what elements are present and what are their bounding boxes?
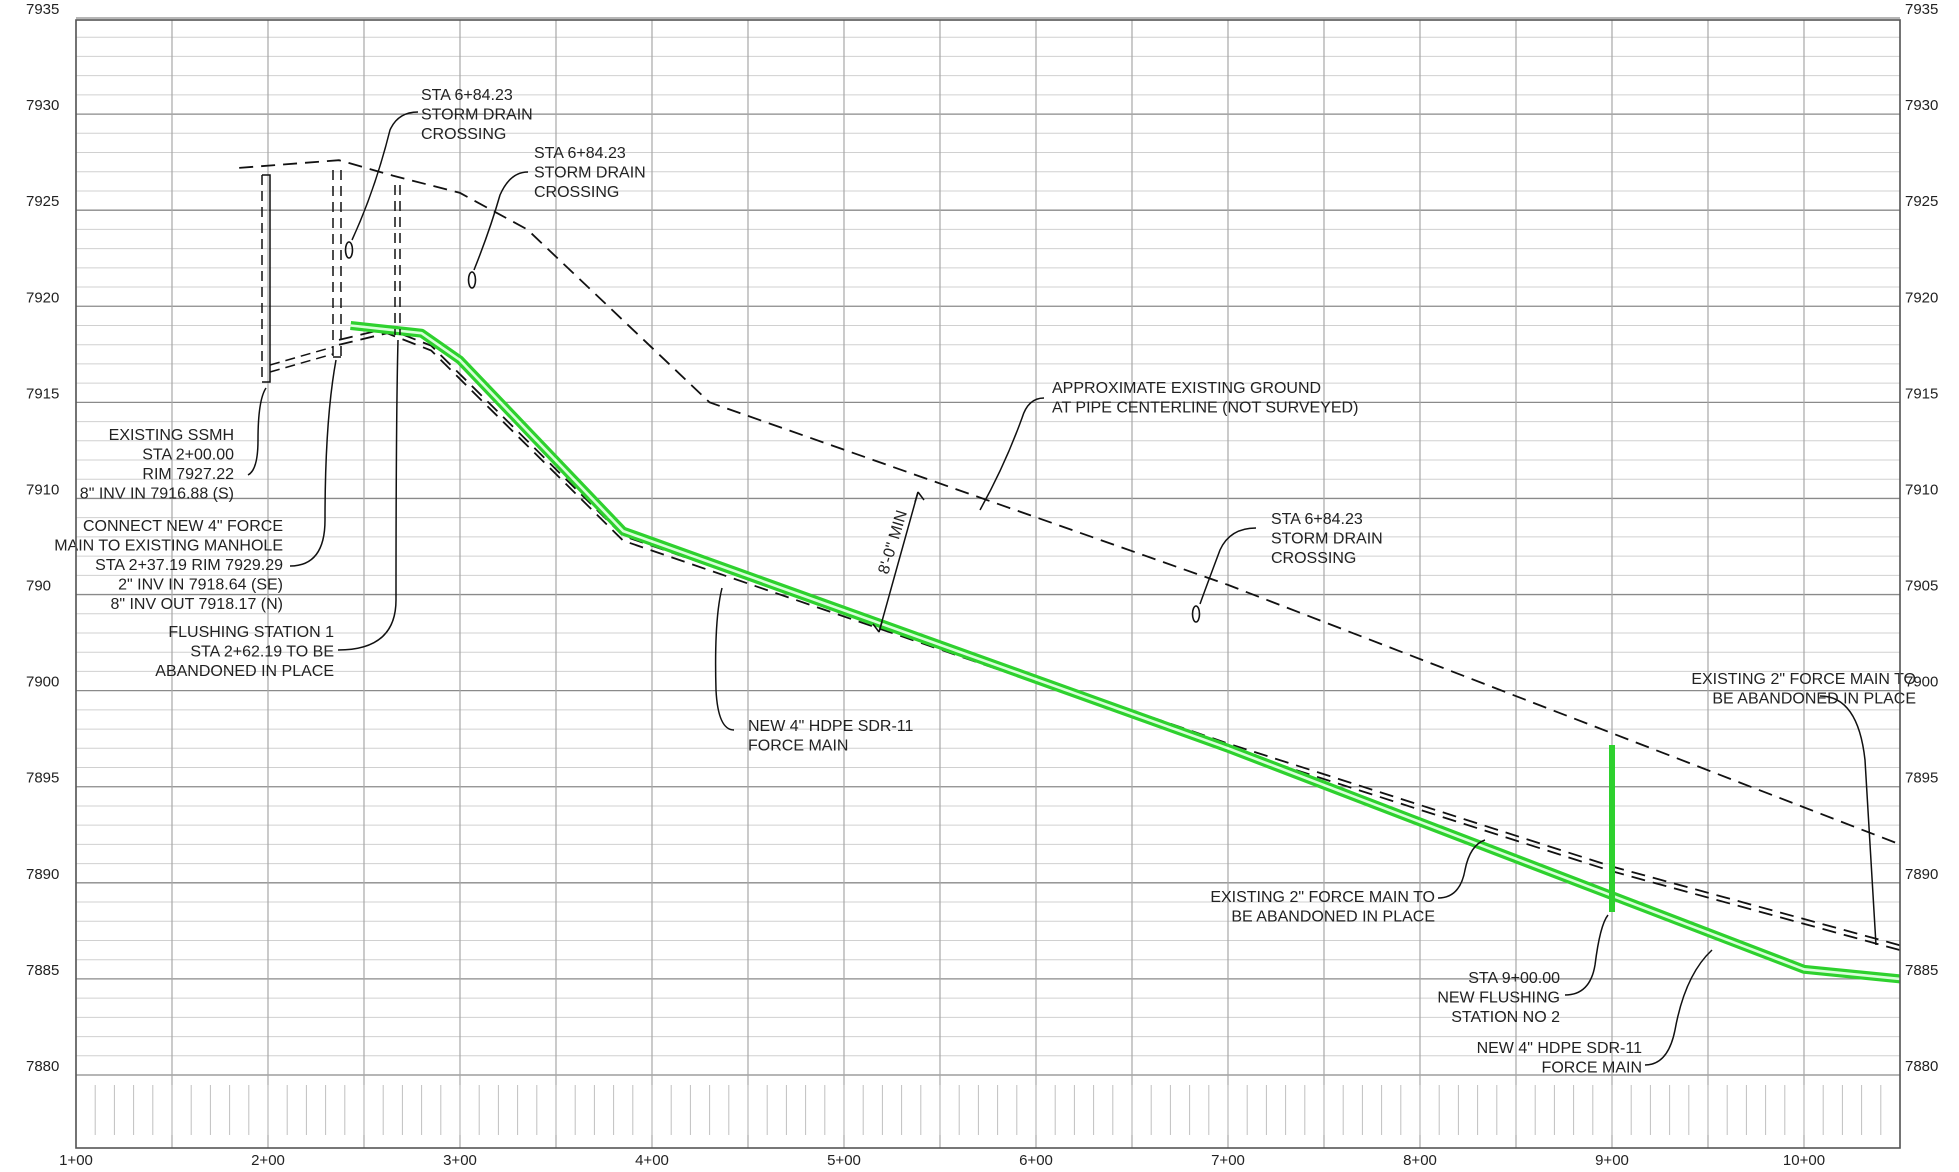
annotation-line: FLUSHING STATION 1	[168, 624, 334, 641]
y-tick-label-right: 7930	[1905, 97, 1938, 114]
x-tick-label: 3+00	[443, 1152, 477, 1169]
annotation-line: CROSSING	[421, 126, 506, 143]
annotation-line: STORM DRAIN	[421, 107, 533, 124]
y-tick-label-left: 7910	[26, 481, 59, 498]
connect-manhole-structure	[332, 170, 342, 358]
annotation-line: EXISTING 2" FORCE MAIN TO	[1210, 889, 1435, 906]
annotation-line: APPROXIMATE EXISTING GROUND	[1052, 380, 1321, 397]
y-tick-label-right: 7905	[1905, 578, 1938, 595]
annotation-line: STA 6+84.23	[1271, 511, 1363, 528]
annotation-line: FORCE MAIN	[748, 738, 848, 755]
y-tick-label-left: 7915	[26, 385, 59, 402]
annotation-line: NEW 4" HDPE SDR-11	[1477, 1040, 1643, 1057]
annotation-line: STA 2+00.00	[142, 447, 234, 464]
storm-drain-label-1: STA 6+84.23 STORM DRAIN CROSSING	[421, 87, 533, 143]
new-hdpe-label-1: NEW 4" HDPE SDR-11 FORCE MAIN	[748, 718, 914, 755]
annotation-line: STA 6+84.23	[534, 145, 626, 162]
annotation-line: STA 6+84.23	[421, 87, 513, 104]
grid	[75, 17, 1901, 1148]
storm-drain-pipe-3	[1191, 605, 1201, 623]
y-tick-label-left: 7930	[26, 97, 59, 114]
y-tick-label-right: 7900	[1905, 674, 1938, 691]
x-tick-label: 8+00	[1403, 1152, 1437, 1169]
connect-manhole-label: CONNECT NEW 4" FORCE MAIN TO EXISTING MAN…	[54, 518, 283, 613]
x-tick-label: 6+00	[1019, 1152, 1053, 1169]
y-tick-label-left: 7925	[26, 193, 59, 210]
annotation-line: NEW 4" HDPE SDR-11	[748, 718, 914, 735]
y-tick-label-left: 7890	[26, 866, 59, 883]
y-tick-label-left: 7935	[26, 1, 59, 18]
y-tick-label-left: 7900	[26, 674, 59, 691]
annotation-line: AT PIPE CENTERLINE (NOT SURVEYED)	[1052, 400, 1358, 417]
annotation-line: MAIN TO EXISTING MANHOLE	[54, 538, 283, 555]
min-cover-label: 8'-0" MIN	[876, 508, 911, 576]
annotation-line: EXISTING 2" FORCE MAIN TO	[1691, 671, 1916, 688]
plot-frame	[75, 19, 1901, 1149]
annotation-line: ABANDONED IN PLACE	[155, 663, 334, 680]
annotation-line: STATION NO 2	[1451, 1009, 1560, 1026]
existing-force-main-line	[338, 332, 1901, 951]
x-tick-label: 1+00	[59, 1152, 93, 1169]
annotation-line: 8" INV OUT 7918.17 (N)	[110, 596, 283, 613]
annotation-line: BE ABANDONED IN PLACE	[1712, 691, 1916, 708]
new-force-main-centerline	[350, 324, 1901, 981]
x-tick-label: 5+00	[827, 1152, 861, 1169]
new-hdpe-label-2: NEW 4" HDPE SDR-11 FORCE MAIN	[1477, 1040, 1643, 1077]
annotation-line: CROSSING	[534, 184, 619, 201]
y-tick-label-right: 7885	[1905, 962, 1938, 979]
annotation-line: STA 2+62.19 TO BE	[190, 644, 334, 661]
axis-ticks: 1+00 2+00 3+00 4+00 5+00 6+00 7+00 8+00 9+00 10+0…	[26, 1, 1938, 1169]
y-tick-label-right: 7935	[1905, 1, 1938, 18]
x-tick-label: 4+00	[635, 1152, 669, 1169]
existing-fm-label-2: EXISTING 2" FORCE MAIN TO BE ABANDONED IN…	[1210, 889, 1435, 926]
x-tick-label: 9+00	[1595, 1152, 1629, 1169]
x-tick-label: 10+00	[1783, 1152, 1825, 1169]
y-tick-label-right: 7890	[1905, 866, 1938, 883]
existing-ground-label: APPROXIMATE EXISTING GROUND AT PIPE CENTE…	[1052, 380, 1358, 417]
storm-drain-pipe-2	[467, 271, 477, 289]
y-tick-label-left: 790	[26, 578, 51, 595]
y-tick-label-left: 7920	[26, 289, 59, 306]
annotation-line: CONNECT NEW 4" FORCE	[83, 518, 283, 535]
annotation-line: RIM 7927.22	[142, 466, 234, 483]
flushing-station-1-structure	[394, 185, 401, 335]
existing-force-main-crown-line	[338, 327, 1901, 947]
x-tick-label: 7+00	[1211, 1152, 1245, 1169]
annotation-line: 8" INV IN 7916.88 (S)	[80, 486, 234, 503]
y-tick-label-right: 7895	[1905, 770, 1938, 787]
storm-drain-label-2: STA 6+84.23 STORM DRAIN CROSSING	[534, 145, 646, 201]
annotation-line: STORM DRAIN	[534, 165, 646, 182]
existing-ssmh-label: EXISTING SSMH STA 2+00.00 RIM 7927.22 8" IN…	[80, 427, 234, 503]
existing-ssmh-structure	[261, 174, 271, 383]
leader-lines	[247, 111, 1877, 1066]
y-tick-label-left: 7885	[26, 962, 59, 979]
y-tick-label-left: 7895	[26, 770, 59, 787]
annotation-line: STORM DRAIN	[1271, 531, 1383, 548]
y-tick-label-right: 7910	[1905, 481, 1938, 498]
existing-ground-line	[239, 159, 1901, 846]
flushing-station-1-label: FLUSHING STATION 1 STA 2+62.19 TO BE ABAND…	[155, 624, 334, 680]
annotation-line: FORCE MAIN	[1542, 1060, 1642, 1077]
storm-drain-pipe-1	[344, 241, 354, 259]
y-tick-label-right: 7915	[1905, 385, 1938, 402]
annotation-line: BE ABANDONED IN PLACE	[1231, 909, 1435, 926]
existing-fm-label-1: EXISTING 2" FORCE MAIN TO BE ABANDONED IN…	[1691, 671, 1916, 708]
y-tick-label-right: 7920	[1905, 289, 1938, 306]
y-tick-label-left: 7880	[26, 1058, 59, 1075]
storm-drain-label-3: STA 6+84.23 STORM DRAIN CROSSING	[1271, 511, 1383, 567]
annotation-line: 2" INV IN 7918.64 (SE)	[118, 577, 283, 594]
x-tick-label: 2+00	[251, 1152, 285, 1169]
annotation-line: EXISTING SSMH	[109, 427, 234, 444]
y-tick-label-right: 7925	[1905, 193, 1938, 210]
annotation-line: CROSSING	[1271, 550, 1356, 567]
y-tick-label-right: 7880	[1905, 1058, 1938, 1075]
flushing-station-2-label: STA 9+00.00 NEW FLUSHING STATION NO 2	[1437, 970, 1560, 1026]
annotation-line: STA 9+00.00	[1468, 970, 1560, 987]
annotation-line: STA 2+37.19 RIM 7929.29	[95, 557, 283, 574]
annotation-line: NEW FLUSHING	[1437, 990, 1560, 1007]
ssmh-link-lines	[269, 346, 334, 373]
